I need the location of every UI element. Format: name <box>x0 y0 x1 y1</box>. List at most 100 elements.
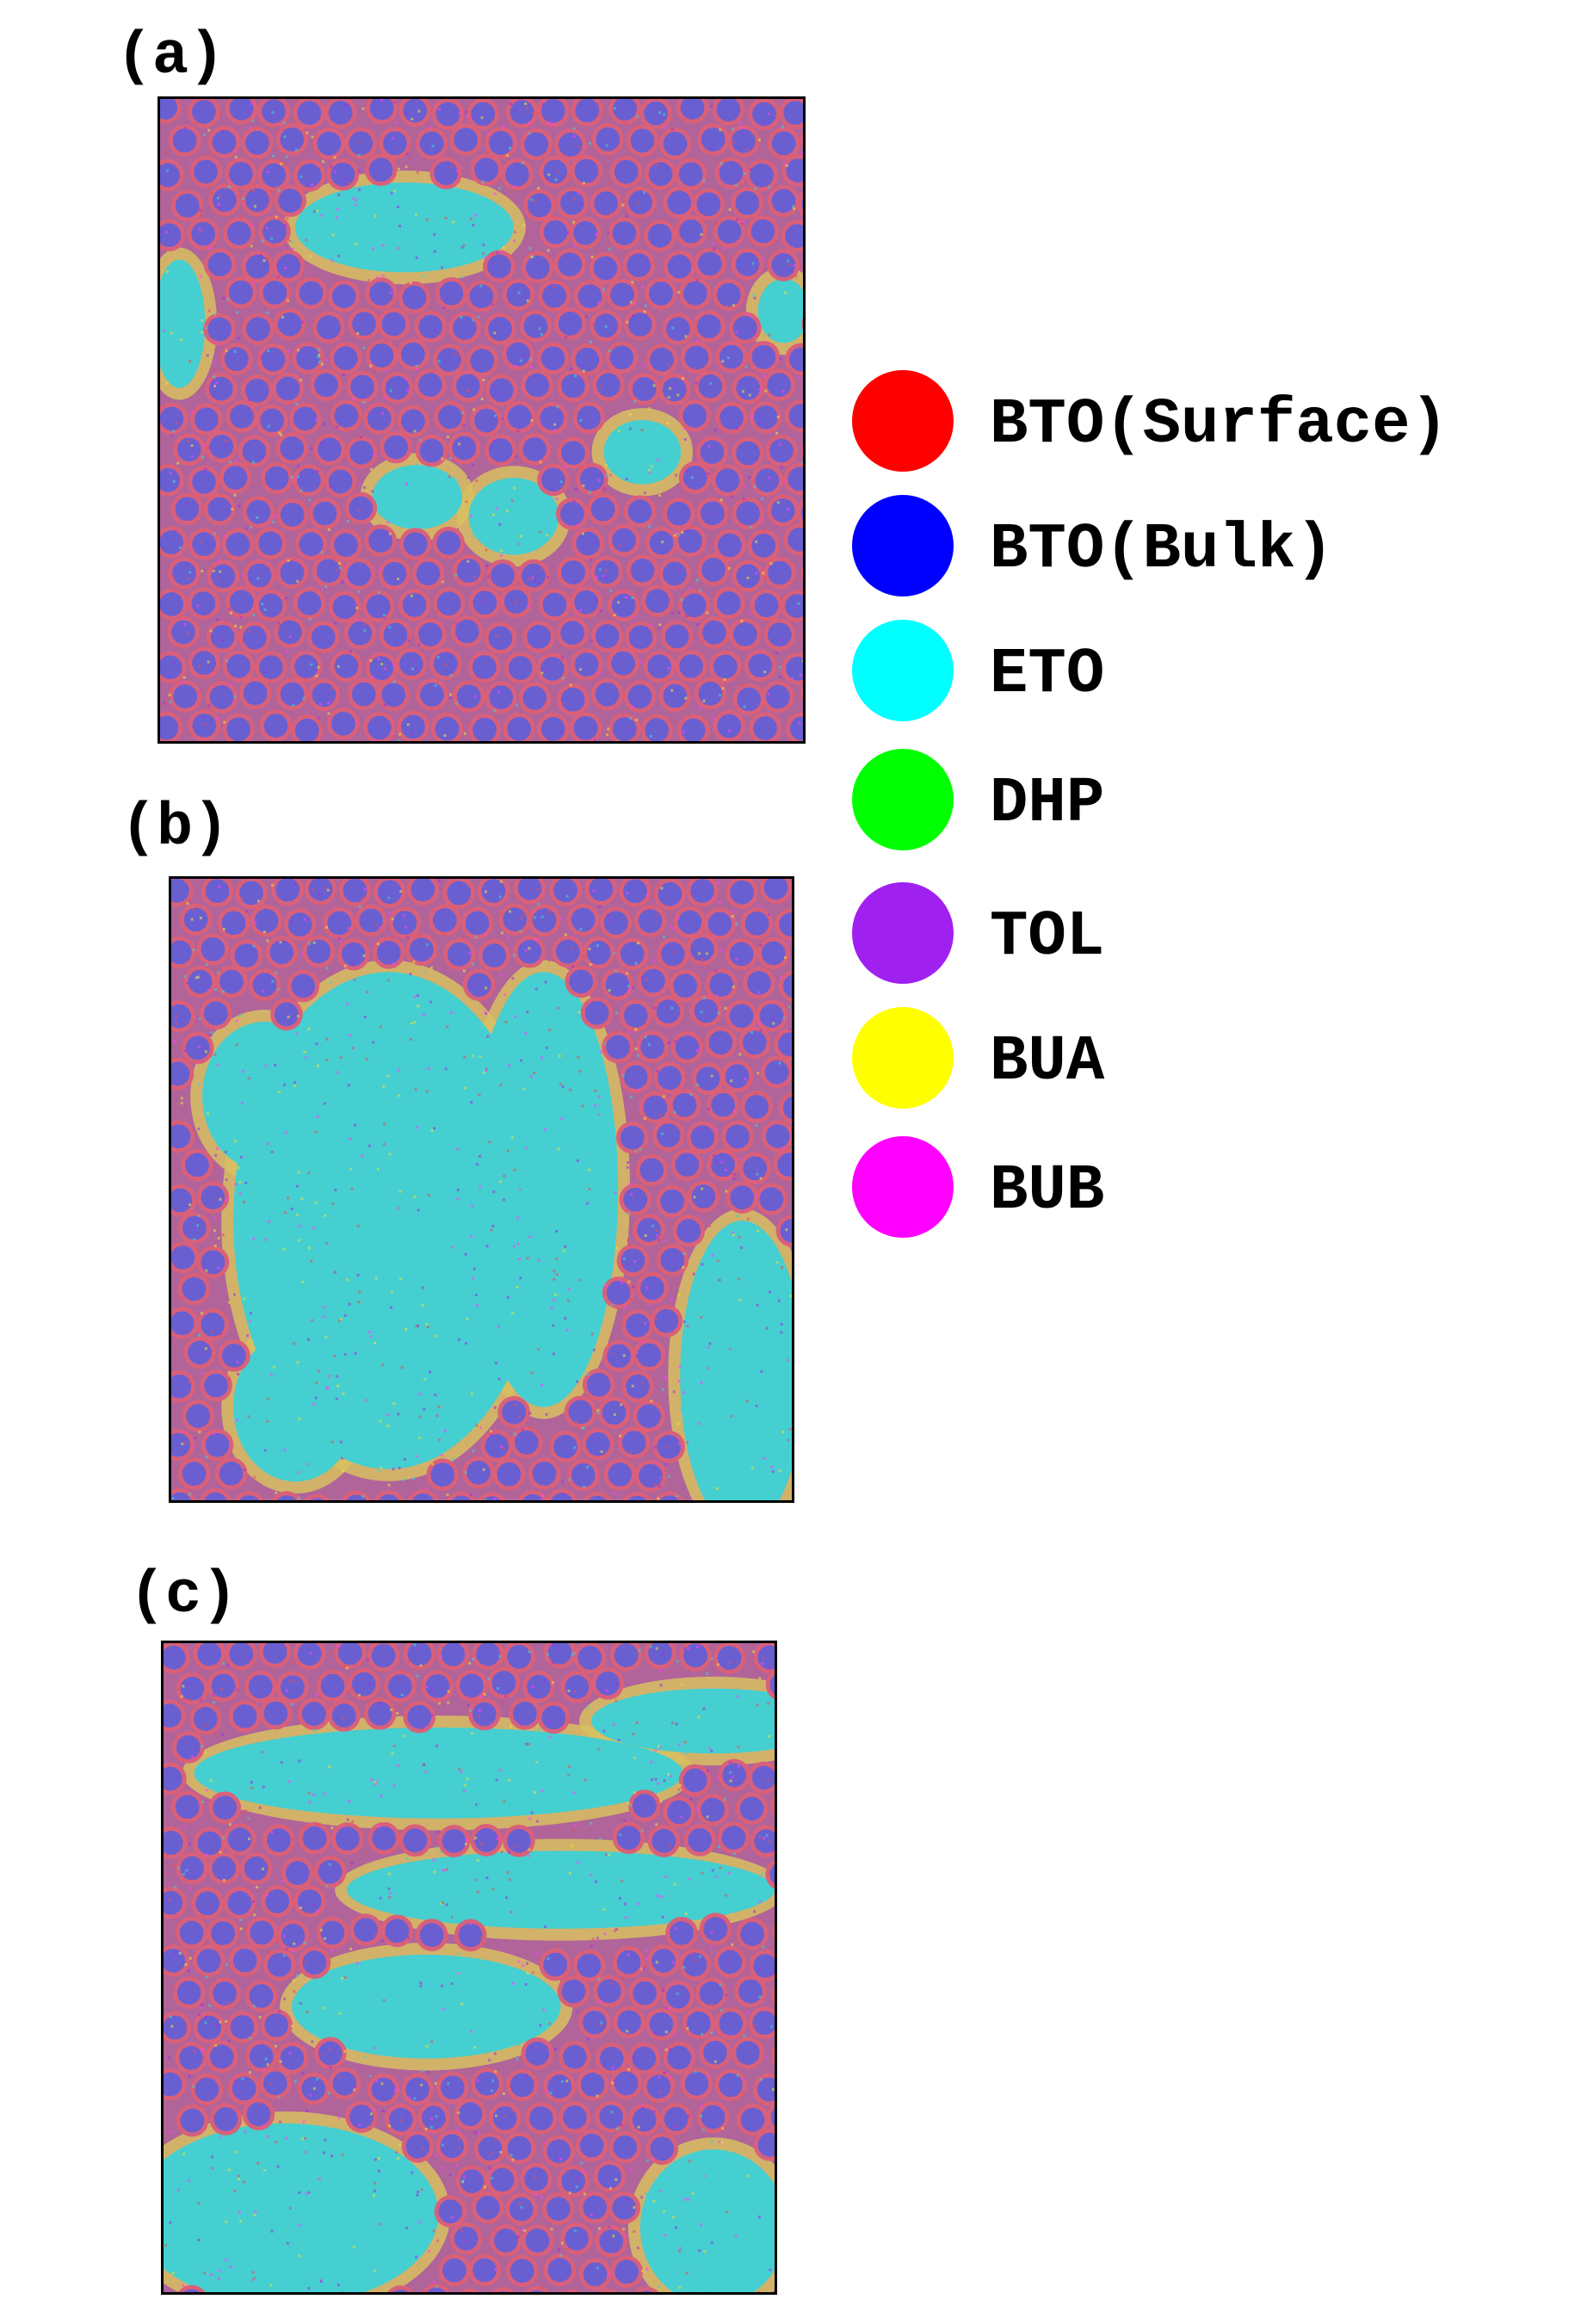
speckle <box>190 444 194 448</box>
speckle <box>248 2071 251 2074</box>
particle-core <box>510 2259 534 2284</box>
speckle <box>596 1408 600 1412</box>
speckle <box>569 947 572 950</box>
speckle <box>378 590 381 594</box>
speckle <box>318 1369 321 1373</box>
speckle <box>743 705 746 708</box>
speckle <box>603 1932 607 1936</box>
speckle <box>475 1163 479 1166</box>
speckle <box>442 1973 445 1976</box>
speckle <box>769 1703 772 1707</box>
speckle <box>343 1313 347 1317</box>
speckle <box>408 428 411 431</box>
speckle <box>276 275 280 279</box>
speckle <box>298 1497 301 1500</box>
speckle <box>421 2069 424 2073</box>
speckle <box>677 1379 681 1382</box>
particle-core <box>540 346 565 371</box>
speckle <box>188 1842 191 1845</box>
speckle <box>461 2179 465 2183</box>
particle-core <box>611 593 636 618</box>
speckle <box>755 1124 758 1128</box>
speckle <box>349 1137 352 1140</box>
particle-core <box>732 622 757 646</box>
particle-core <box>172 128 197 153</box>
particle-core <box>182 1276 207 1301</box>
speckle <box>251 119 255 122</box>
speckle <box>534 1951 537 1955</box>
speckle <box>737 1746 740 1749</box>
speckle <box>388 1895 392 1899</box>
speckle <box>745 1400 749 1403</box>
speckle <box>517 542 521 546</box>
speckle <box>215 381 219 385</box>
speckle <box>279 163 282 166</box>
particle-core <box>664 2107 689 2131</box>
speckle <box>325 1386 329 1389</box>
particle-core <box>640 1276 664 1301</box>
speckle <box>516 1285 519 1289</box>
speckle <box>540 1493 544 1497</box>
speckle <box>508 1851 510 1854</box>
particle-core <box>201 1313 225 1337</box>
speckle <box>552 1644 555 1647</box>
speckle <box>755 540 758 543</box>
speckle <box>525 1962 528 1965</box>
particle-core <box>551 1493 573 1500</box>
speckle <box>625 478 628 481</box>
speckle <box>435 609 438 613</box>
particle-core <box>432 908 457 932</box>
speckle <box>627 990 631 993</box>
speckle <box>264 1064 268 1067</box>
particle-core <box>684 345 709 370</box>
speckle <box>776 501 780 504</box>
speckle <box>534 937 537 941</box>
speckle <box>678 1365 682 1369</box>
speckle <box>503 2115 506 2118</box>
speckle <box>180 1431 183 1434</box>
speckle <box>314 1130 318 1134</box>
speckle <box>251 1900 255 1903</box>
snapshot-a-solvent-region-1 <box>468 478 559 555</box>
speckle <box>253 205 256 208</box>
speckle <box>452 476 455 479</box>
speckle <box>460 316 463 319</box>
speckle <box>652 2101 656 2105</box>
speckle <box>211 2166 214 2170</box>
particle-core <box>245 131 269 155</box>
speckle <box>337 2284 340 2287</box>
speckle <box>784 1286 787 1289</box>
speckle <box>584 1244 588 1247</box>
speckle <box>179 546 182 549</box>
particle-core <box>333 346 358 371</box>
speckle <box>479 1055 482 1059</box>
speckle <box>264 670 268 673</box>
snapshot-a-solvent-region-4 <box>372 465 463 529</box>
speckle <box>712 1914 715 1918</box>
particle-core <box>562 2044 587 2069</box>
particle-core <box>613 2135 638 2160</box>
speckle <box>182 1872 186 1876</box>
speckle <box>306 2010 309 2013</box>
speckle <box>400 1693 404 1697</box>
particle-core <box>277 620 302 645</box>
particle-core <box>164 1645 186 1670</box>
particle-core <box>698 681 723 706</box>
speckle <box>492 1190 496 1194</box>
particle-core <box>454 619 479 644</box>
speckle <box>761 497 764 500</box>
speckle <box>318 1434 321 1437</box>
speckle <box>425 2044 429 2048</box>
speckle <box>757 904 760 907</box>
speckle <box>614 1011 618 1015</box>
speckle <box>250 102 254 105</box>
particle-core <box>680 99 705 120</box>
speckle <box>542 2008 546 2012</box>
particle-core <box>427 2287 446 2292</box>
speckle <box>426 1326 429 1329</box>
speckle <box>673 1882 676 1886</box>
speckle <box>310 447 313 450</box>
speckle <box>267 424 270 428</box>
particle-core <box>583 2262 608 2287</box>
particle-core <box>331 1703 356 1728</box>
